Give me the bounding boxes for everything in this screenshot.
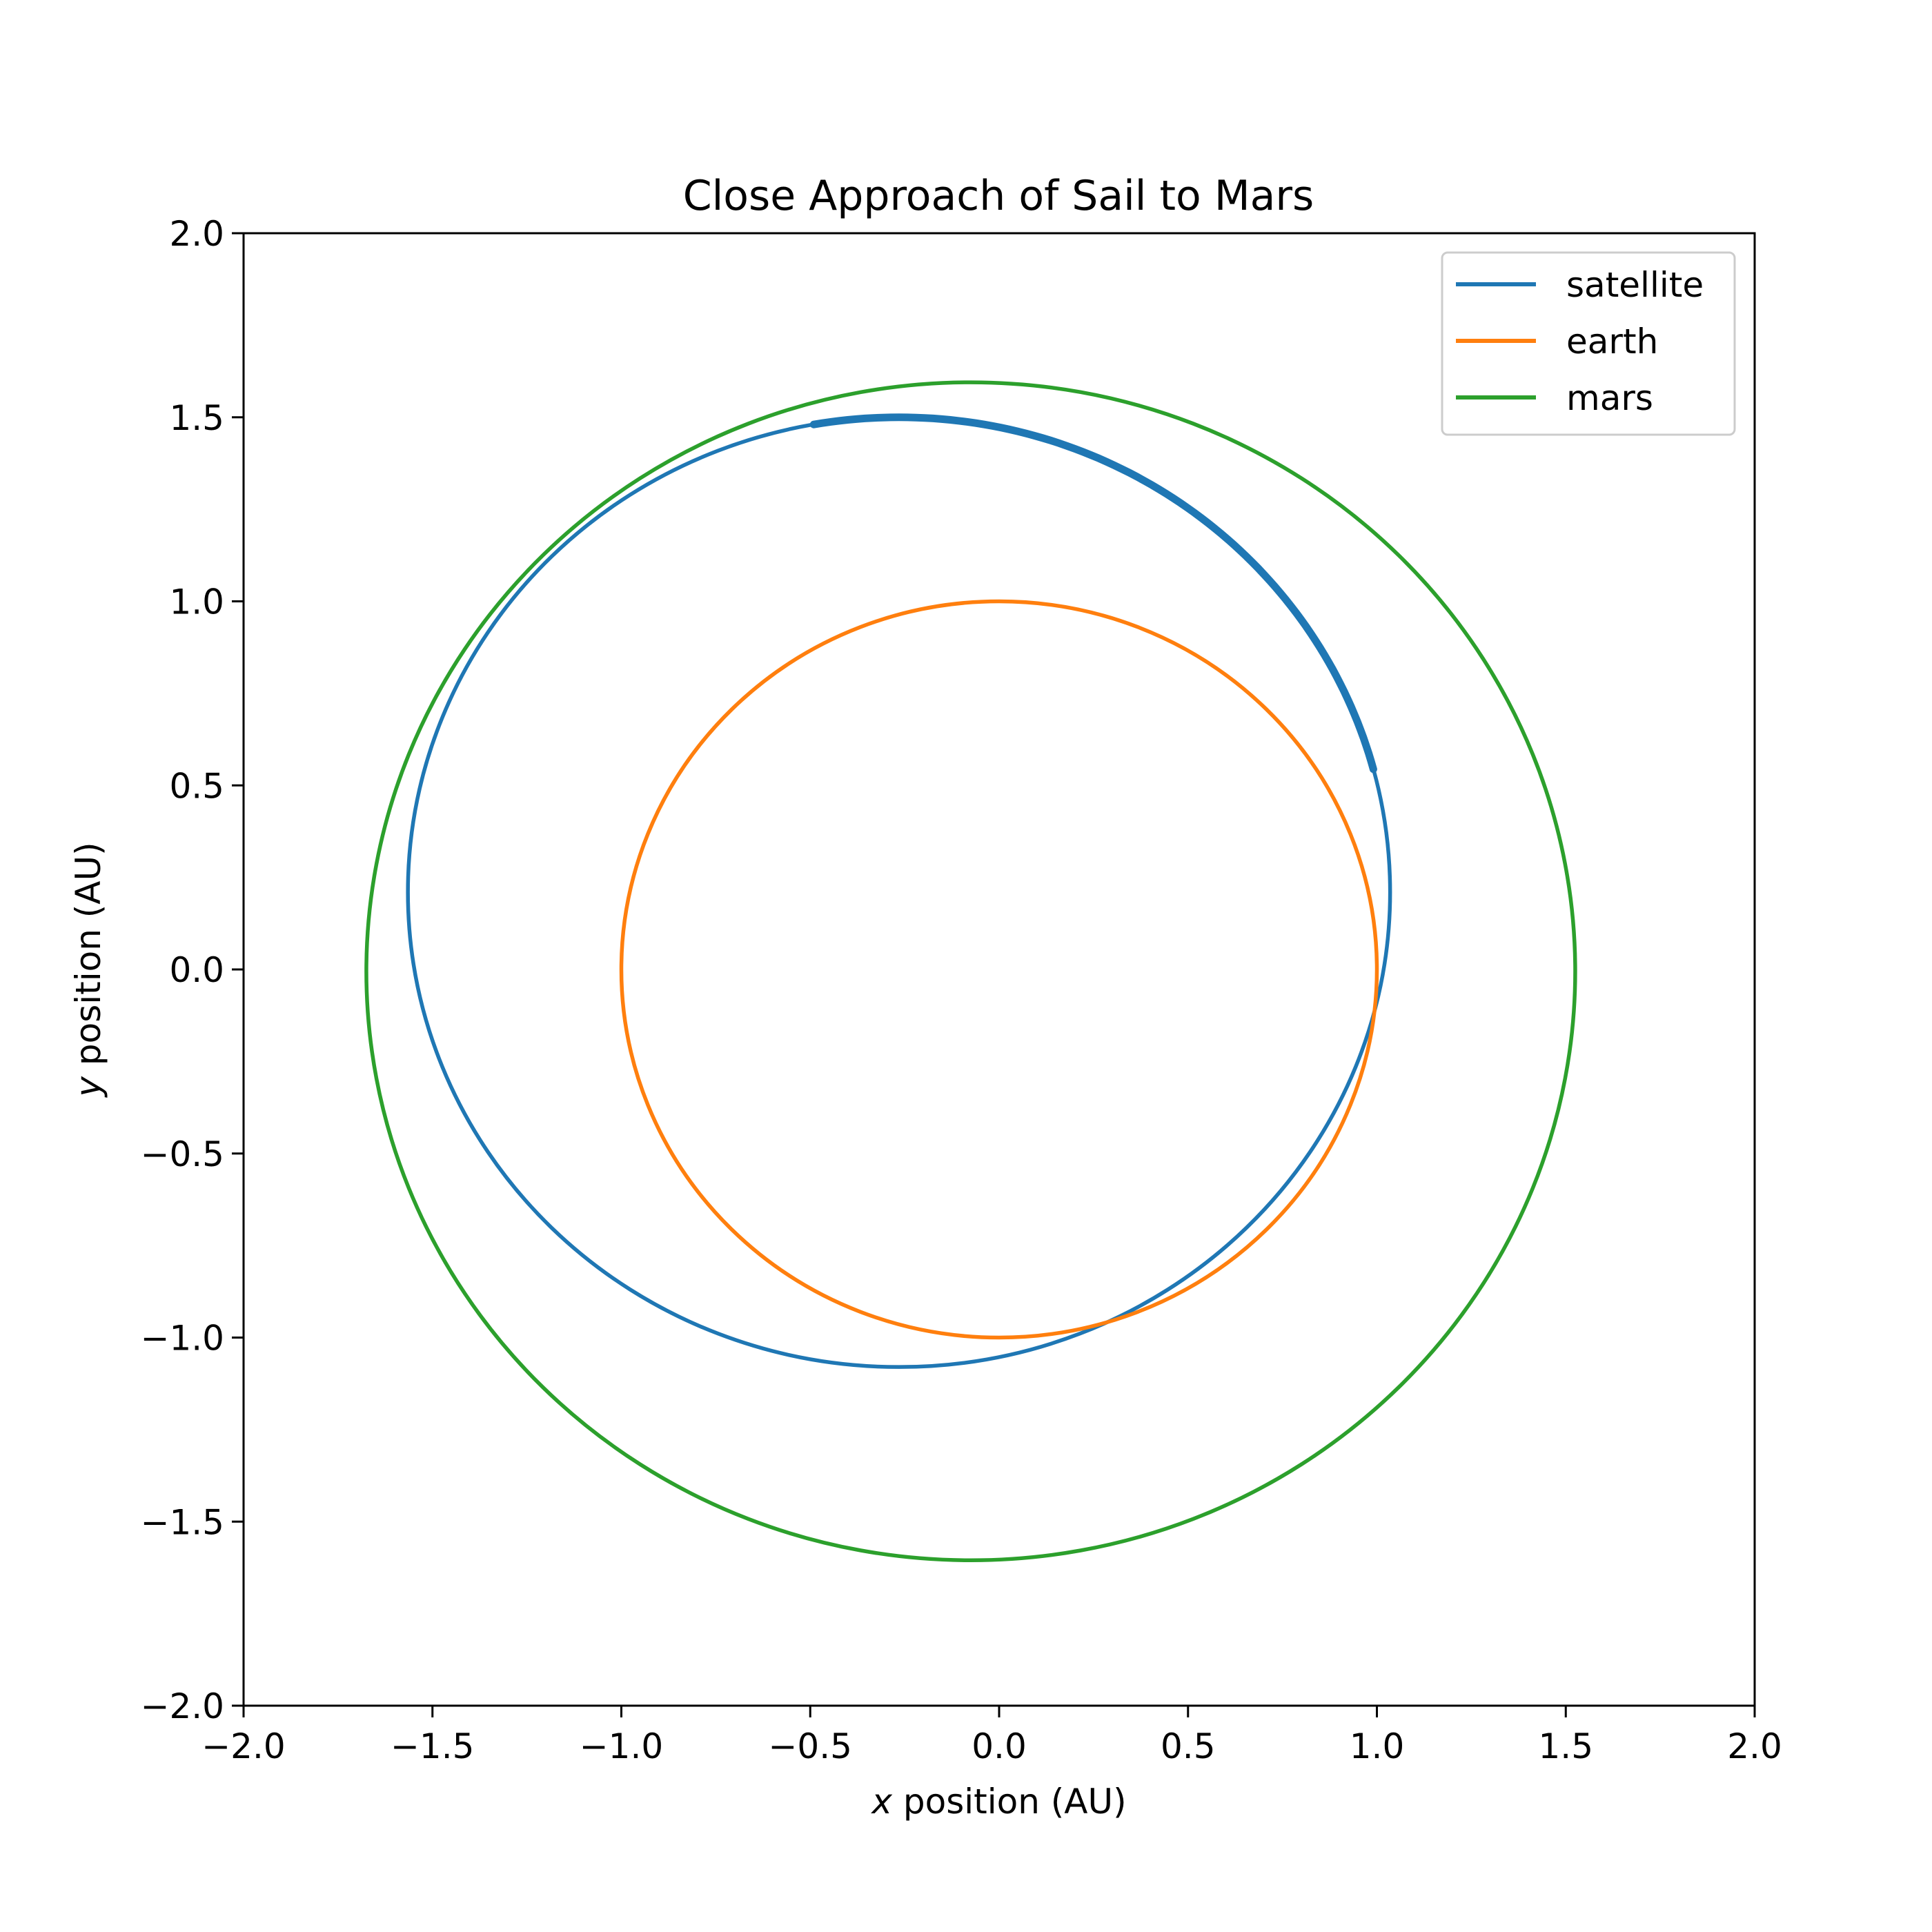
x-axis-title: x position (AU) xyxy=(870,1782,1126,1822)
legend-box xyxy=(1441,251,1736,436)
y-tick-label: −2.0 xyxy=(141,1686,224,1726)
x-tick-label: 1.0 xyxy=(1350,1726,1405,1766)
orbit-earth xyxy=(619,599,1379,1340)
chart-title: Close Approach of Sail to Mars xyxy=(683,172,1314,220)
legend-label-mars: mars xyxy=(1566,378,1653,418)
y-axis-title-text: position (AU) xyxy=(68,842,108,1076)
x-tick-label: 0.0 xyxy=(972,1726,1027,1766)
x-tick-label: −0.5 xyxy=(769,1726,852,1766)
y-tick-label: 1.0 xyxy=(169,582,224,622)
x-tick-label: −1.5 xyxy=(391,1726,474,1766)
x-axis-title-var: x xyxy=(870,1782,892,1822)
orbit-satellite-overlap xyxy=(809,413,1377,773)
x-axis-ticks: −2.0 −1.5 −1.0 −0.5 0.0 0.5 1.0 1.5 2.0 xyxy=(201,1706,1782,1766)
legend-label-earth: earth xyxy=(1566,322,1658,362)
x-tick-label: −2.0 xyxy=(201,1726,285,1766)
x-tick-label: 0.5 xyxy=(1161,1726,1216,1766)
y-tick-label: 2.0 xyxy=(169,214,224,254)
legend-items: satellite earth mars xyxy=(1456,265,1704,418)
y-axis-title-var: y xyxy=(68,1076,108,1098)
y-tick-label: −1.5 xyxy=(141,1502,224,1542)
x-tick-label: −1.0 xyxy=(580,1726,663,1766)
orbit-mars xyxy=(364,380,1577,1563)
y-tick-label: 0.0 xyxy=(169,950,224,990)
y-tick-label: 0.5 xyxy=(169,766,224,806)
y-axis-title: y position (AU) xyxy=(68,842,108,1098)
y-tick-label: −0.5 xyxy=(141,1134,224,1174)
y-axis-ticks: −2.0 −1.5 −1.0 −0.5 0.0 0.5 1.0 1.5 2.0 xyxy=(141,214,244,1726)
legend-label-satellite: satellite xyxy=(1566,265,1704,305)
legend: satellite earth mars xyxy=(1441,251,1736,436)
plot-frame xyxy=(242,232,1756,1707)
x-axis-title-text: position (AU) xyxy=(892,1782,1127,1822)
x-tick-label: 2.0 xyxy=(1727,1726,1782,1766)
y-tick-label: −1.0 xyxy=(141,1319,224,1359)
x-tick-label: 1.5 xyxy=(1538,1726,1593,1766)
orbit-satellite xyxy=(406,415,1392,1369)
y-tick-label: 1.5 xyxy=(169,398,224,438)
series-layer xyxy=(364,380,1577,1563)
